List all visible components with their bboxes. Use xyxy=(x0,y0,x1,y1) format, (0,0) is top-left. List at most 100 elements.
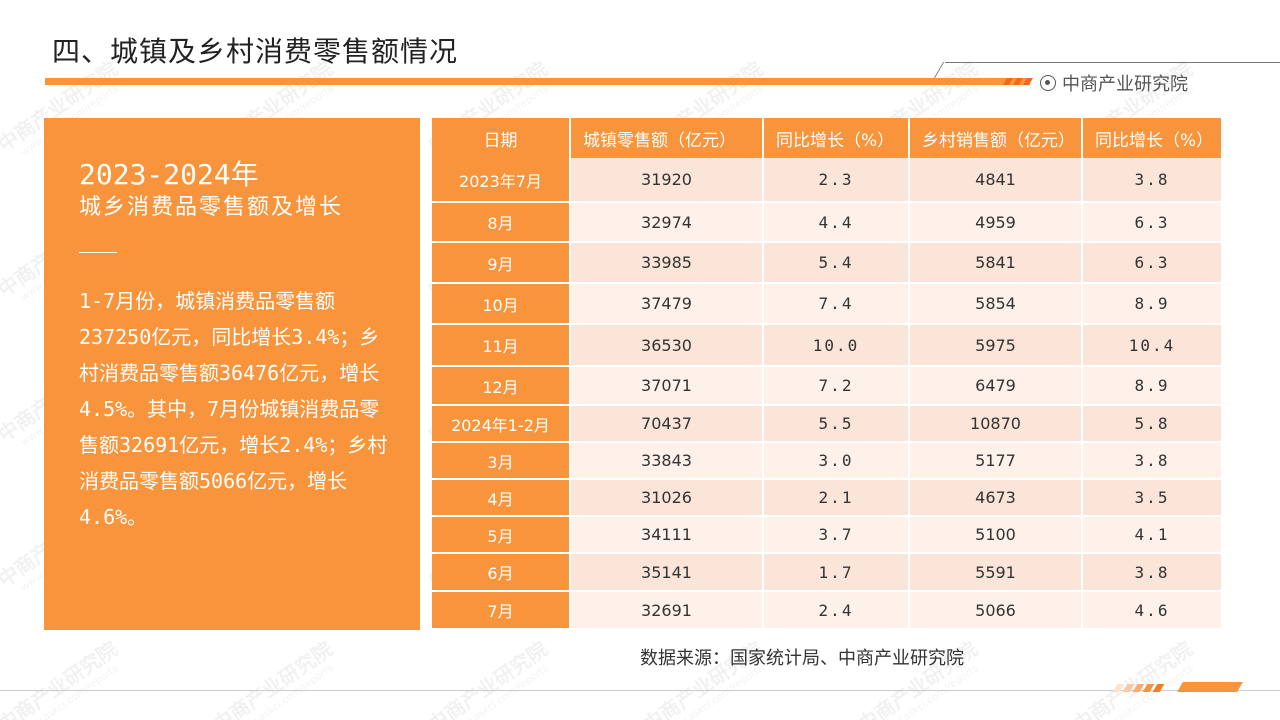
table-cell: 3.5 xyxy=(1082,479,1223,517)
table-row: 2023年7月 31920 2.3 4841 3.8 xyxy=(432,158,1223,203)
table-cell: 5591 xyxy=(909,553,1083,592)
table-cell: 5.5 xyxy=(763,405,910,443)
brand-name: 中商产业研究院 xyxy=(1062,74,1188,95)
table-row: 9月 33985 5.4 5841 6.3 xyxy=(432,242,1223,284)
stripe xyxy=(1012,78,1024,85)
table-row: 5月 34111 3.7 5100 4.1 xyxy=(432,516,1223,554)
table-cell: 5月 xyxy=(432,516,571,554)
stripe xyxy=(1022,78,1034,85)
table-cell: 5854 xyxy=(909,283,1083,325)
table-cell: 5.4 xyxy=(763,242,910,284)
table-cell: 6479 xyxy=(909,366,1083,406)
table-cell: 12月 xyxy=(432,366,571,406)
table-row: 2024年1-2月 70437 5.5 10870 5.8 xyxy=(432,405,1223,443)
brand-logo: 中商产业研究院 xyxy=(1040,70,1188,96)
target-circle-icon xyxy=(1040,75,1056,91)
column-header: 同比增长（%） xyxy=(763,118,910,158)
column-header: 同比增长（%） xyxy=(1082,118,1223,158)
table-cell: 35141 xyxy=(570,553,764,592)
summary-panel: 2023-2024年 城乡消费品零售额及增长 1-7月份，城镇消费品零售额237… xyxy=(44,118,420,630)
summary-heading-subject: 城乡消费品零售额及增长 xyxy=(79,195,344,220)
table-cell: 6月 xyxy=(432,553,571,592)
table-cell: 3.0 xyxy=(763,442,910,480)
table-cell: 4.6 xyxy=(1082,591,1223,630)
table-cell: 3.8 xyxy=(1082,553,1223,592)
table-cell: 2024年1-2月 xyxy=(432,405,571,443)
table-cell: 1.7 xyxy=(763,553,910,592)
table-cell: 8月 xyxy=(432,202,571,243)
table-cell: 70437 xyxy=(570,405,764,443)
table-cell: 2.1 xyxy=(763,479,910,517)
column-header: 城镇零售额（亿元） xyxy=(570,118,764,158)
table-cell: 3.8 xyxy=(1082,158,1223,203)
title-divider-line xyxy=(945,62,1280,63)
table-cell: 3月 xyxy=(432,442,571,480)
table-cell: 31920 xyxy=(570,158,764,203)
table-row: 7月 32691 2.4 5066 4.6 xyxy=(432,591,1223,630)
table-cell: 11月 xyxy=(432,324,571,367)
table-cell: 32691 xyxy=(570,591,764,630)
table-cell: 4841 xyxy=(909,158,1083,203)
table-header-row: 日期 城镇零售额（亿元） 同比增长（%） 乡村销售额（亿元） 同比增长（%） xyxy=(432,118,1223,158)
table-cell: 10.0 xyxy=(763,324,910,367)
table-cell: 37071 xyxy=(570,366,764,406)
table-cell: 7.4 xyxy=(763,283,910,325)
table-cell: 5841 xyxy=(909,242,1083,284)
table-cell: 4959 xyxy=(909,202,1083,243)
table-row: 3月 33843 3.0 5177 3.8 xyxy=(432,442,1223,480)
table-row: 12月 37071 7.2 6479 8.9 xyxy=(432,366,1223,406)
summary-heading-year: 2023-2024年 xyxy=(79,158,259,191)
table-cell: 4月 xyxy=(432,479,571,517)
table-row: 10月 37479 7.4 5854 8.9 xyxy=(432,283,1223,325)
table-cell: 34111 xyxy=(570,516,764,554)
data-source-note: 数据来源：国家统计局、中商产业研究院 xyxy=(640,648,964,669)
table-cell: 32974 xyxy=(570,202,764,243)
table-cell: 37479 xyxy=(570,283,764,325)
table-cell: 2.4 xyxy=(763,591,910,630)
table-cell: 2.3 xyxy=(763,158,910,203)
table-cell: 10870 xyxy=(909,405,1083,443)
table-cell: 31026 xyxy=(570,479,764,517)
footer-accent-bar xyxy=(1177,682,1243,692)
footer-stripes xyxy=(1112,684,1165,692)
table-cell: 6.3 xyxy=(1082,242,1223,284)
stripe xyxy=(1002,78,1014,85)
retail-sales-table: 日期 城镇零售额（亿元） 同比增长（%） 乡村销售额（亿元） 同比增长（%） 2023年… xyxy=(432,118,1223,630)
table-row: 8月 32974 4.4 4959 6.3 xyxy=(432,202,1223,243)
summary-divider xyxy=(79,252,117,253)
table-cell: 33985 xyxy=(570,242,764,284)
title-stripes xyxy=(1002,78,1034,85)
table-cell: 8.9 xyxy=(1082,283,1223,325)
table-cell: 5177 xyxy=(909,442,1083,480)
table-row: 4月 31026 2.1 4673 3.5 xyxy=(432,479,1223,517)
table-cell: 36530 xyxy=(570,324,764,367)
table-cell: 7.2 xyxy=(763,366,910,406)
table-cell: 9月 xyxy=(432,242,571,284)
table-cell: 5066 xyxy=(909,591,1083,630)
table-cell: 6.3 xyxy=(1082,202,1223,243)
table-cell: 4.4 xyxy=(763,202,910,243)
title-accent-bar xyxy=(45,78,1030,85)
page-title: 四、城镇及乡村消费零售额情况 xyxy=(52,35,459,68)
footer-line xyxy=(0,690,1280,691)
column-header: 乡村销售额（亿元） xyxy=(909,118,1083,158)
table-cell: 2023年7月 xyxy=(432,158,571,203)
table-cell: 3.8 xyxy=(1082,442,1223,480)
table-cell: 5100 xyxy=(909,516,1083,554)
table-cell: 5975 xyxy=(909,324,1083,367)
column-header: 日期 xyxy=(432,118,571,158)
table-cell: 3.7 xyxy=(763,516,910,554)
table-cell: 7月 xyxy=(432,591,571,630)
table-row: 11月 36530 10.0 5975 10.4 xyxy=(432,324,1223,367)
table-cell: 4673 xyxy=(909,479,1083,517)
table-cell: 33843 xyxy=(570,442,764,480)
table-cell: 4.1 xyxy=(1082,516,1223,554)
table-cell: 8.9 xyxy=(1082,366,1223,406)
summary-body-text: 1-7月份，城镇消费品零售额237250亿元，同比增长3.4%；乡村消费品零售额… xyxy=(79,289,388,529)
table-cell: 5.8 xyxy=(1082,405,1223,443)
table-cell: 10月 xyxy=(432,283,571,325)
